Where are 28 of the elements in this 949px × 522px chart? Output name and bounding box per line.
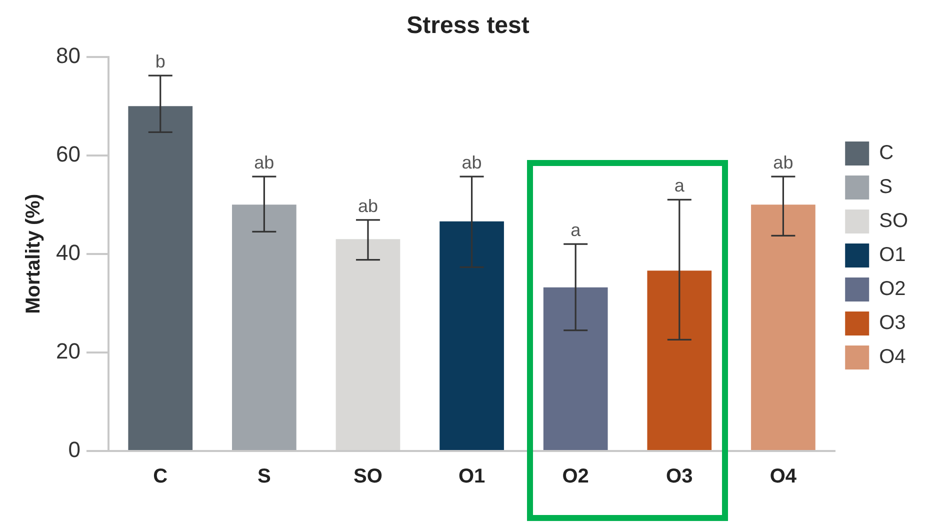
y-tick-label: 60 xyxy=(56,141,80,166)
x-tick-label: C xyxy=(153,466,168,488)
legend-label: O2 xyxy=(879,278,906,300)
x-tick-label: SO xyxy=(354,466,382,488)
legend-label: O1 xyxy=(879,244,906,266)
legend-label: SO xyxy=(879,210,908,232)
legend-label: C xyxy=(879,142,894,164)
legend-label: O4 xyxy=(879,346,906,368)
y-tick-label: 0 xyxy=(68,437,80,462)
legend-label: O3 xyxy=(879,312,906,334)
x-tick-label: O2 xyxy=(562,466,589,488)
chart-title: Stress test xyxy=(406,12,530,40)
annotation: ab xyxy=(254,152,274,173)
x-tick-label: O3 xyxy=(666,466,693,488)
y-axis-title: Mortality (%) xyxy=(22,194,45,314)
y-tick-label: 40 xyxy=(56,240,80,265)
annotation: ab xyxy=(358,196,378,216)
x-tick-label: S xyxy=(258,466,271,488)
legend-label: S xyxy=(879,176,892,198)
annotation: a xyxy=(674,176,686,196)
y-tick-label: 80 xyxy=(56,42,80,68)
x-tick-label: O4 xyxy=(770,466,798,488)
annotation: ab xyxy=(773,152,794,173)
annotation: a xyxy=(570,220,582,240)
x-tick-label: O1 xyxy=(458,466,486,488)
annotation: ab xyxy=(462,152,482,173)
y-tick-label: 20 xyxy=(56,338,80,364)
annotation: b xyxy=(155,51,166,72)
